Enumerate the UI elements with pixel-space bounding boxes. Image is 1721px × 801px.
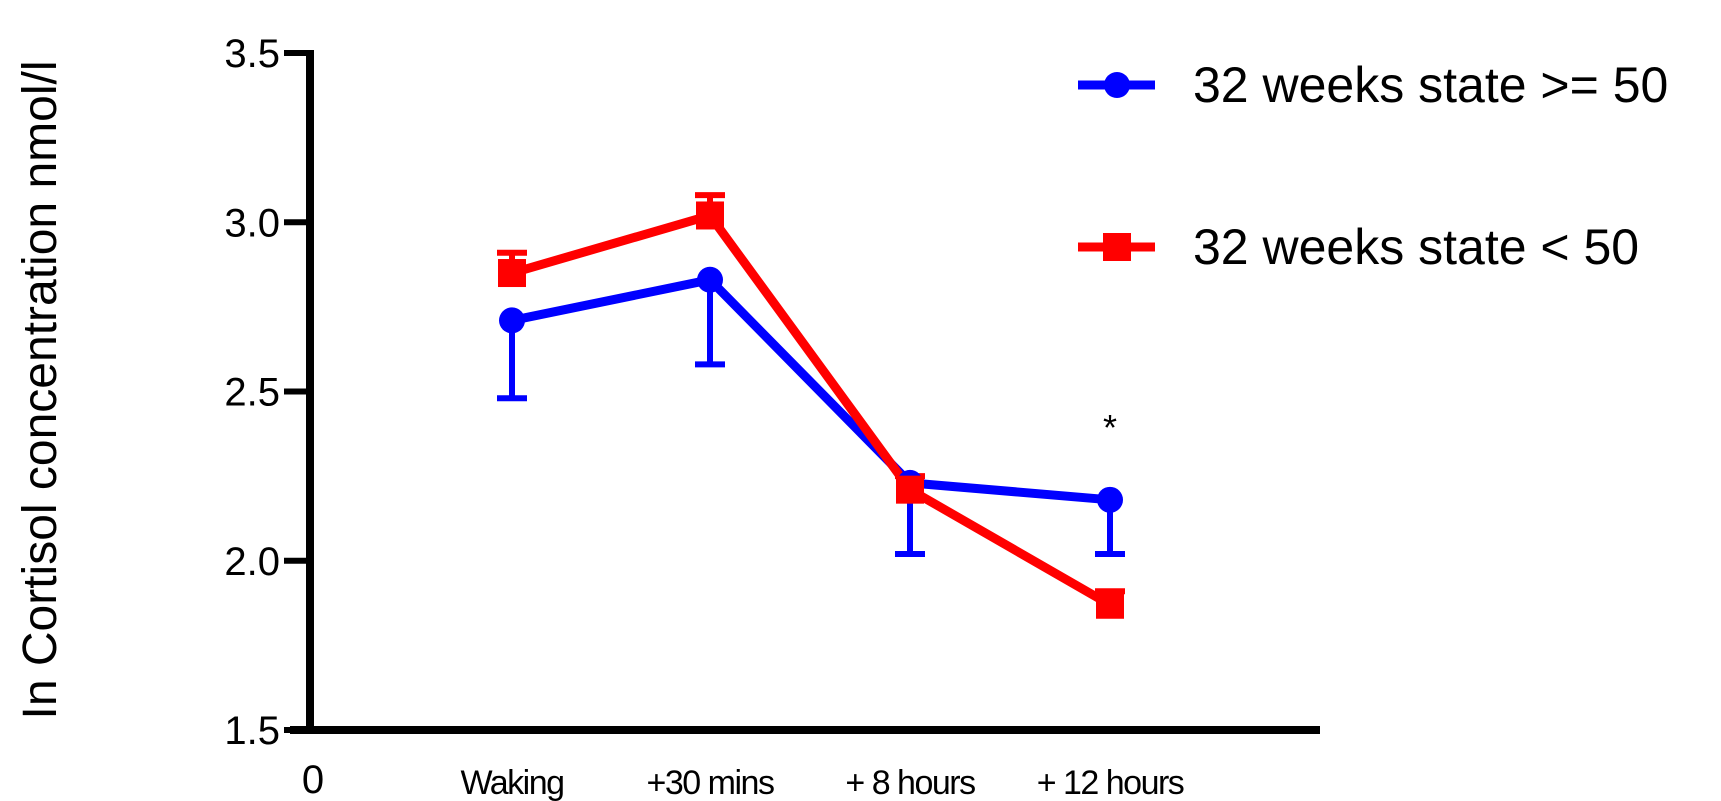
y-tick-label: 1.5 [224, 709, 280, 753]
significance-marker: * [1103, 407, 1117, 448]
y-ticks: 1.5 2.0 2.5 3.0 3.5 [224, 32, 310, 753]
legend-marker [1104, 72, 1130, 98]
y-tick-label: 3.0 [224, 201, 280, 245]
data-point [1097, 486, 1123, 513]
legend-label: 32 weeks state < 50 [1193, 219, 1639, 275]
y-tick-label: 2.5 [224, 371, 280, 415]
x-tick-label: + 8 hours [845, 764, 975, 801]
legend: 32 weeks state >= 50 32 weeks state < 50 [1078, 57, 1668, 275]
plot-area [497, 192, 1125, 619]
data-point [498, 259, 526, 288]
data-point [499, 307, 525, 334]
x-origin-label: 0 [302, 758, 324, 801]
series-line [511, 274, 1111, 505]
x-tick-label: + 12 hours [1037, 764, 1184, 801]
y-tick-label: 3.5 [224, 32, 280, 76]
data-point [1096, 590, 1124, 619]
y-tick-label: 2.0 [224, 540, 280, 584]
data-point [896, 475, 924, 504]
x-ticks: Waking +30 mins + 8 hours + 12 hours [460, 764, 1185, 801]
x-tick-label: +30 mins [647, 764, 774, 801]
data-point [696, 201, 724, 230]
legend-label: 32 weeks state >= 50 [1193, 57, 1668, 113]
legend-marker [1103, 233, 1131, 261]
annotations: * [1103, 407, 1117, 448]
series-line [510, 210, 1113, 609]
x-tick-label: Waking [460, 764, 563, 801]
y-axis-title: In Cortisol concentration nmol/l [14, 61, 67, 720]
data-point [697, 266, 723, 293]
